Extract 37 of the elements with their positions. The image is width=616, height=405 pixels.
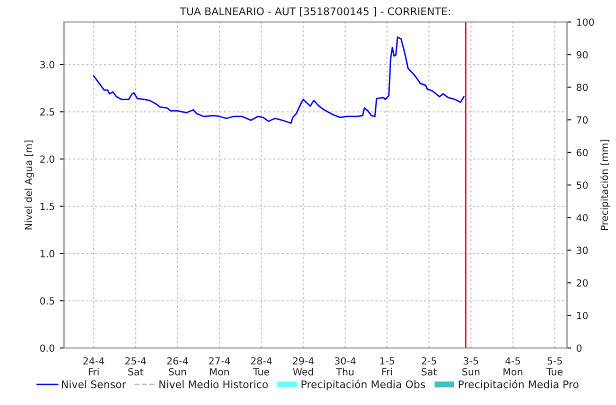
x-tick-label: 24-4 Fri <box>83 357 104 376</box>
y-tick-label: 1.5 <box>40 202 54 210</box>
x-tick-label: 5-5 Tue <box>546 357 563 376</box>
x-tick-label: 28-4 Tue <box>251 357 272 376</box>
y-axis-title: Nivel del Agua [m] <box>24 140 34 230</box>
x-tick-label: 2-5 Sat <box>422 357 437 376</box>
x-tick-label: 27-4 Mon <box>209 357 230 376</box>
x-tick-label: 1-5 Fri <box>380 357 394 376</box>
y2-tick-label: 50 <box>576 181 588 189</box>
y-tick-label: 3.0 <box>40 61 54 68</box>
y2-tick-label: 100 <box>577 18 594 26</box>
y2-tick-label: 0 <box>576 344 582 352</box>
y-tick-label: 2.5 <box>40 108 54 116</box>
x-tick-label: 4-5 Mon <box>504 357 522 376</box>
x-tick-label: 29-4 Wed <box>292 357 314 376</box>
y2-tick-label: 70 <box>576 116 588 124</box>
y2-axis-title: Precipitación [mm] <box>600 140 610 230</box>
y2-tick-label: 80 <box>576 84 588 92</box>
y2-tick-label: 90 <box>576 51 588 58</box>
y2-tick-label: 40 <box>576 214 588 222</box>
y-tick-label: 0.0 <box>40 344 54 352</box>
chart-title: TUA BALNEARIO - AUT [3518700145 ] - CORRIENTE: <box>180 7 450 16</box>
x-tick-label: 25-4 Sat <box>125 357 146 376</box>
y2-tick-label: 30 <box>576 246 588 254</box>
y2-tick-label: 60 <box>576 148 588 156</box>
y-tick-label: 0.5 <box>40 297 54 305</box>
y2-tick-label: 10 <box>577 312 588 320</box>
legend-label: Precipitación Media Pro <box>458 380 578 390</box>
legend-label: Nivel Medio Historico <box>159 380 268 388</box>
y-tick-label: 2.0 <box>40 155 54 163</box>
legend-label: Precipitación Media Obs <box>302 380 426 390</box>
x-tick-label: 3-5 Sun <box>462 357 480 376</box>
legend-label: Nivel Sensor <box>62 380 126 388</box>
x-tick-label: 26-4 Sun <box>167 357 188 376</box>
y2-tick-label: 20 <box>576 279 588 287</box>
y-tick-label: 1.0 <box>40 250 54 258</box>
x-tick-label: 30-4 Thu <box>334 357 356 376</box>
